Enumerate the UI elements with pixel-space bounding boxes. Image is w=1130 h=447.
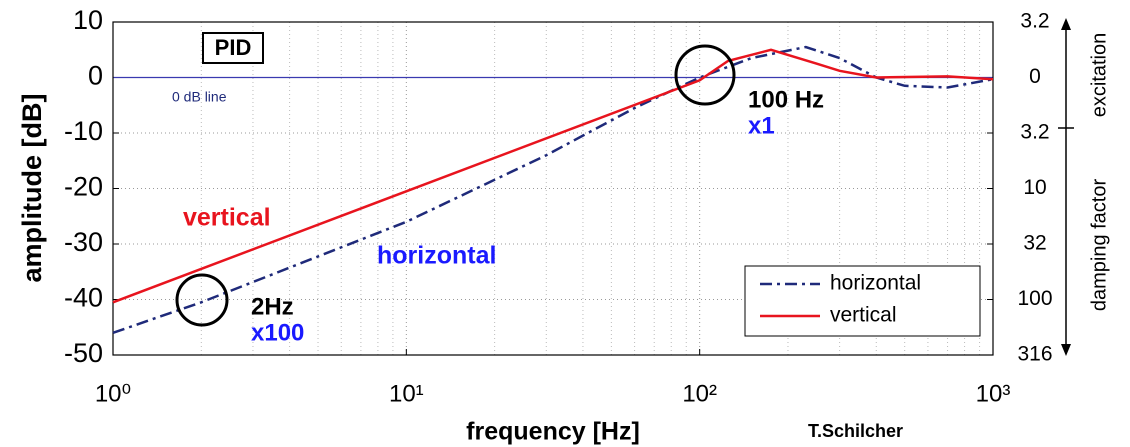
y-tick-label: -10	[64, 116, 103, 146]
y2-tick-label: 10	[1023, 176, 1046, 199]
plot-frame	[112, 21, 994, 356]
annotation: vertical	[183, 204, 271, 232]
y-axis-label: amplitude [dB]	[17, 94, 47, 283]
annotation: 100 Hz	[748, 86, 824, 113]
series-line	[112, 45, 994, 334]
y-tick-label: 0	[88, 61, 103, 91]
annotation: x100	[251, 319, 304, 346]
y2-tick-label: 32	[1023, 232, 1046, 255]
y-tick-label: -50	[64, 338, 103, 368]
annotation: 0 dB line	[172, 89, 227, 105]
annotation: horizontal	[377, 242, 496, 270]
x-tick-label: 10³	[976, 380, 1011, 407]
x-tick-label: 10²	[682, 380, 717, 407]
annotation: PID	[215, 35, 252, 60]
y-tick-label: 10	[73, 5, 103, 35]
y2-tick-label: 0	[1029, 65, 1041, 88]
y2-tick-label: 316	[1017, 343, 1052, 366]
y-tick-label: -30	[64, 227, 103, 257]
y2-label: excitation	[1088, 33, 1110, 118]
x-tick-label: 10⁰	[95, 380, 131, 407]
legend-box	[744, 265, 981, 337]
marker-circle	[175, 273, 229, 327]
annotation: T.Schilcher	[808, 421, 903, 441]
y2-label: damping factor	[1088, 179, 1110, 312]
annotation: 2Hz	[251, 293, 294, 320]
x-axis-label: frequency [Hz]	[466, 418, 640, 446]
annotation: x1	[748, 112, 775, 139]
legend-label: vertical	[830, 304, 897, 327]
x-tick-label: 10¹	[389, 380, 424, 407]
marker-circle	[674, 44, 736, 106]
y-tick-label: -40	[64, 283, 103, 313]
y2-tick-label: 3.2	[1020, 121, 1049, 144]
legend-label: horizontal	[830, 272, 921, 295]
y2-tick-label: 100	[1017, 287, 1052, 310]
pid-box	[202, 32, 264, 64]
arrow-head	[1061, 18, 1071, 30]
y-tick-label: -20	[64, 172, 103, 202]
series-line	[112, 48, 994, 304]
arrow-head	[1061, 344, 1071, 356]
y2-tick-label: 3.2	[1020, 10, 1049, 33]
